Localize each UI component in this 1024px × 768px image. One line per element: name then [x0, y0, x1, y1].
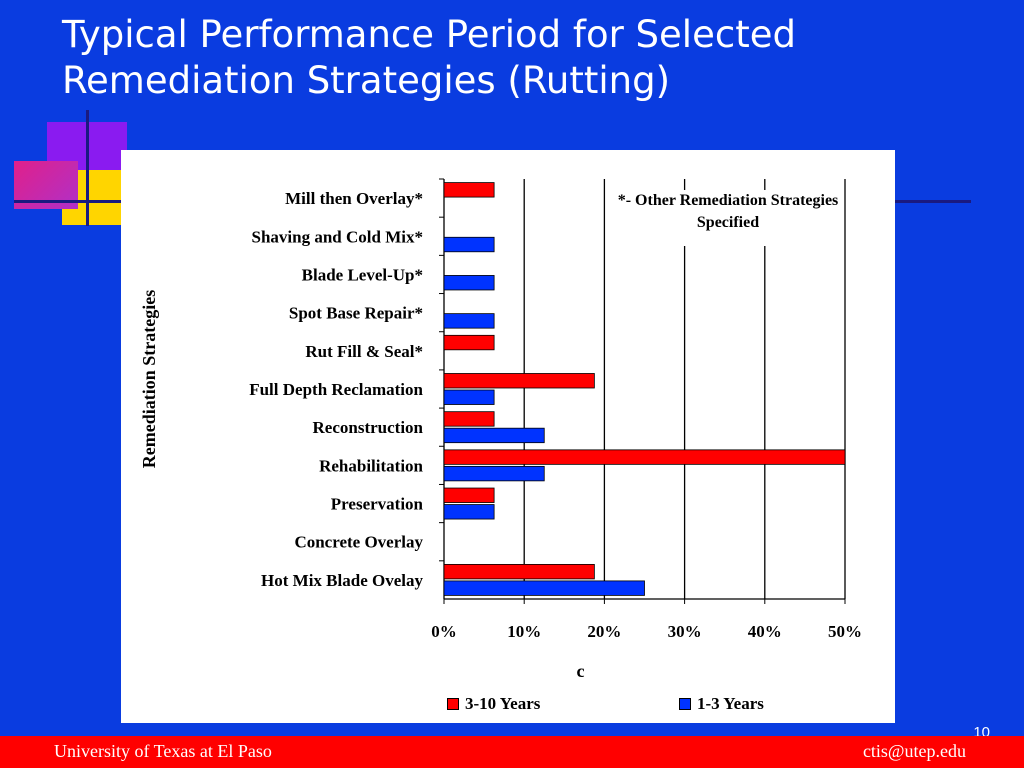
bar-1-3-years — [443, 275, 495, 291]
bar-3-10-years — [443, 563, 595, 580]
x-tick-label: 0% — [431, 622, 457, 641]
legend-swatch-blue — [679, 698, 691, 710]
x-tick-label: 20% — [587, 622, 621, 641]
x-tick-label: 10% — [507, 622, 541, 641]
x-axis-label: c — [577, 661, 585, 681]
x-tick-label: 30% — [668, 622, 702, 641]
chart-legend: 3-10 Years 1-3 Years — [121, 694, 895, 718]
bar-3-10-years — [443, 487, 495, 503]
y-tick-label: Rut Fill & Seal* — [305, 342, 423, 361]
y-axis-label: Remediation Strategies — [139, 290, 159, 468]
footer-email: ctis@utep.edu — [862, 741, 966, 761]
y-tick-label: Full Depth Reclamation — [249, 380, 423, 399]
legend-swatch-red — [447, 698, 459, 710]
y-tick-label: Rehabilitation — [319, 456, 423, 475]
y-tick-label: Mill then Overlay* — [285, 189, 423, 208]
chart-note: *- Other Remediation Strategies Specifie… — [613, 190, 843, 246]
footer-university: University of Texas at El Paso — [54, 741, 272, 761]
bar-1-3-years — [443, 580, 645, 596]
bar-3-10-years — [443, 334, 495, 351]
y-tick-label: Blade Level-Up* — [302, 265, 423, 284]
chart-panel: 0% 10% 20% 30% 40% 50% Mill then Overlay* Shavi… — [121, 150, 895, 723]
bar-3-10-years — [443, 449, 846, 465]
x-tick-label: 50% — [828, 622, 862, 641]
y-tick-label: Hot Mix Blade Ovelay — [261, 571, 423, 590]
bar-1-3-years — [443, 427, 545, 444]
bar-1-3-years — [443, 389, 495, 405]
bar-chart: 0% 10% 20% 30% 40% 50% Mill then Overlay* Shavi… — [139, 178, 862, 681]
decorative-horizontal-line-left — [14, 200, 122, 203]
decorative-horizontal-line-right — [895, 200, 971, 203]
bar-3-10-years — [443, 411, 495, 427]
legend-item-3-10-years: 3-10 Years — [447, 694, 540, 714]
footer-bar: University of Texas at El Paso ctis@utep… — [0, 736, 1024, 768]
bar-1-3-years — [443, 465, 545, 482]
x-tick-label: 40% — [748, 622, 782, 641]
y-tick-label: Spot Base Repair* — [289, 304, 423, 323]
bar-3-10-years — [443, 373, 595, 389]
y-tick-label: Preservation — [331, 495, 424, 514]
bar-1-3-years — [443, 504, 495, 520]
legend-item-1-3-years: 1-3 Years — [679, 694, 764, 714]
y-tick-label: Shaving and Cold Mix* — [252, 227, 423, 246]
legend-label-1-3-years: 1-3 Years — [697, 694, 764, 713]
slide-title: Typical Performance Period for Selected … — [62, 13, 796, 102]
bar-3-10-years — [443, 182, 495, 198]
legend-label-3-10-years: 3-10 Years — [465, 694, 541, 713]
bar-1-3-years — [443, 236, 495, 253]
bar-1-3-years — [443, 313, 495, 329]
y-tick-label: Concrete Overlay — [294, 533, 423, 552]
y-tick-label: Reconstruction — [313, 418, 424, 437]
decorative-vertical-line — [86, 110, 89, 226]
